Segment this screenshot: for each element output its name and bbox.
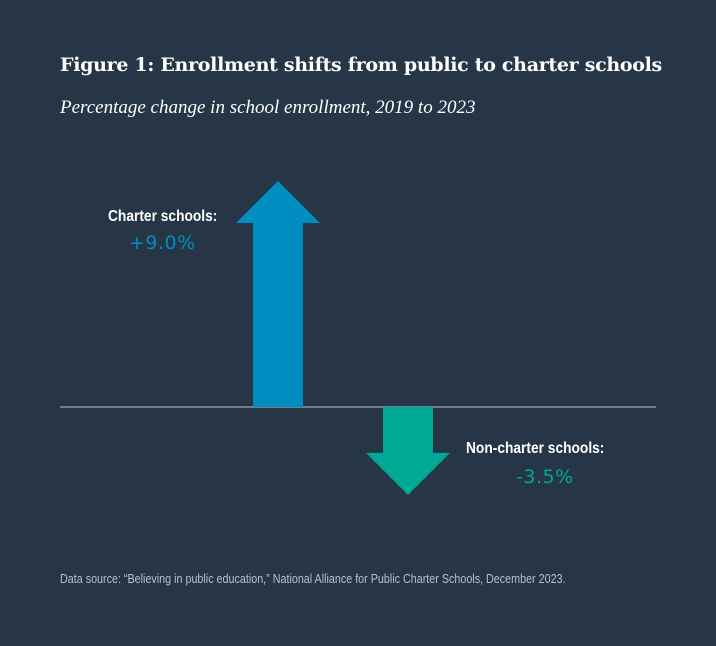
- charter-schools-arrow: [236, 181, 320, 407]
- non-charter-schools-arrow: [366, 407, 450, 495]
- chart-title: Figure 1: Enrollment shifts from public …: [60, 54, 662, 76]
- data-source-note: Data source: “Believing in public educat…: [60, 572, 566, 586]
- chart-subtitle: Percentage change in school enrollment, …: [60, 97, 476, 118]
- charter-schools-value: +9.0%: [129, 232, 196, 254]
- charter-schools-label: Charter schools:: [108, 208, 218, 225]
- non-charter-schools-label: Non-charter schools:: [466, 440, 605, 457]
- non-charter-schools-value: -3.5%: [516, 466, 574, 488]
